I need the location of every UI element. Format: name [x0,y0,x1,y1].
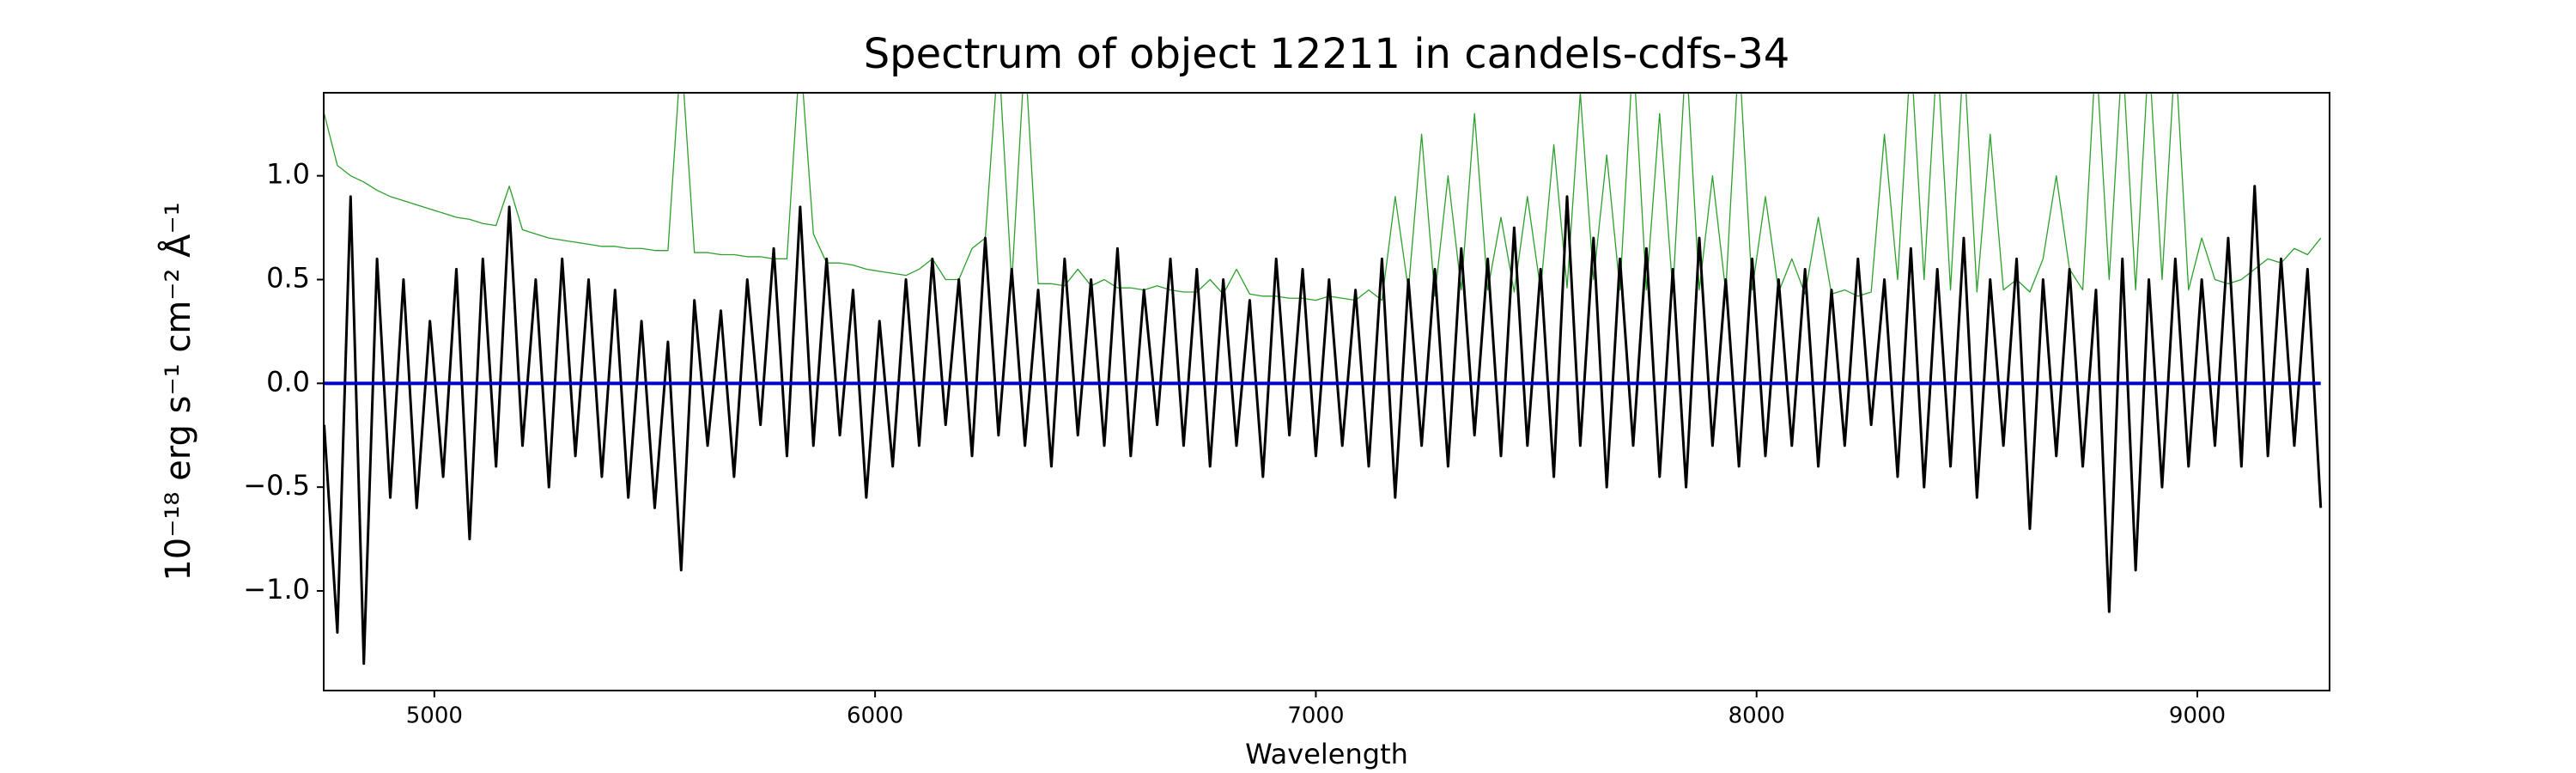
chart-title: Spectrum of object 12211 in candels-cdfs… [864,30,1790,78]
x-tick-label: 8000 [1728,703,1785,729]
x-tick-label: 5000 [406,703,463,729]
y-tick-label: 0.0 [266,365,310,398]
x-tick-label: 6000 [847,703,903,729]
y-tick-label: −1.0 [243,573,310,606]
plot-lines [324,93,2323,666]
x-tick-label: 9000 [2169,703,2226,729]
y-tick-label: 1.0 [266,158,310,191]
x-tick-label: 7000 [1287,703,1344,729]
spectrum-line [324,93,2322,301]
y-tick-label: −0.5 [243,469,310,502]
plot-frame [323,92,2330,691]
y-axis-label: 10⁻¹⁸ erg s⁻¹ cm⁻² Å⁻¹ [157,202,198,581]
y-tick-label: 0.5 [266,262,310,295]
spectrum-line [324,185,2323,666]
x-axis-label: Wavelength [1245,738,1408,770]
